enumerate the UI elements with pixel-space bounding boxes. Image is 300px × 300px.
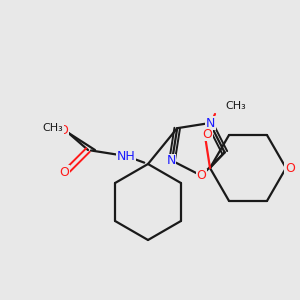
Text: O: O (202, 128, 212, 140)
Text: O: O (285, 161, 295, 175)
Text: O: O (59, 166, 69, 178)
Text: O: O (196, 169, 206, 182)
Text: NH: NH (117, 149, 135, 163)
Text: O: O (58, 124, 68, 136)
Text: CH₃: CH₃ (225, 101, 246, 111)
Text: N: N (167, 154, 176, 167)
Text: CH₃: CH₃ (42, 123, 63, 133)
Text: N: N (206, 117, 215, 130)
